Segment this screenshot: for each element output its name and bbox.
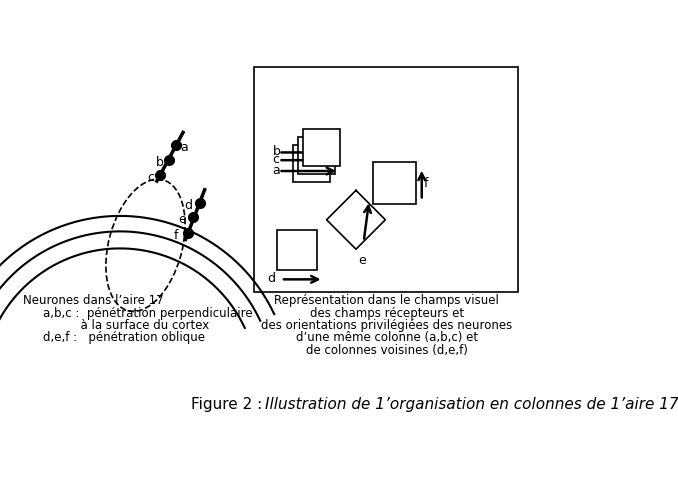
- Text: a: a: [273, 164, 280, 177]
- Text: Figure 2 :: Figure 2 :: [191, 396, 262, 411]
- Text: f: f: [174, 228, 178, 241]
- Text: e: e: [178, 213, 186, 226]
- Bar: [254, 68, 519, 292]
- Text: Neurones dans l’aire 17: Neurones dans l’aire 17: [22, 294, 163, 307]
- Text: à la surface du cortex: à la surface du cortex: [43, 318, 209, 331]
- Bar: [373, 162, 416, 205]
- Bar: [294, 145, 330, 182]
- Bar: [277, 230, 317, 271]
- Text: e: e: [358, 253, 366, 266]
- Text: b: b: [155, 156, 163, 169]
- Text: des orientations privilégiées des neurones: des orientations privilégiées des neuron…: [261, 318, 513, 331]
- Text: c: c: [147, 170, 154, 183]
- Text: c: c: [273, 153, 279, 166]
- Bar: [298, 138, 335, 175]
- Bar: [302, 130, 340, 167]
- Text: a: a: [180, 141, 188, 154]
- Text: f: f: [423, 177, 428, 190]
- Text: d,e,f :   pénétration oblique: d,e,f : pénétration oblique: [43, 331, 205, 344]
- Text: b: b: [273, 145, 280, 158]
- Text: Illustration de 1’organisation en colonnes de 1’aire 17: Illustration de 1’organisation en colonn…: [264, 396, 678, 411]
- Text: d: d: [268, 272, 275, 285]
- Text: a,b,c :  pénétration perpendiculaire: a,b,c : pénétration perpendiculaire: [43, 306, 252, 319]
- Text: d’une même colonne (a,b,c) et: d’une même colonne (a,b,c) et: [296, 331, 478, 344]
- Text: Représentation dans le champs visuel: Représentation dans le champs visuel: [275, 294, 500, 307]
- Text: de colonnes voisines (d,e,f): de colonnes voisines (d,e,f): [306, 343, 468, 356]
- Text: des champs récepteurs et: des champs récepteurs et: [310, 306, 464, 319]
- Text: d: d: [184, 198, 192, 211]
